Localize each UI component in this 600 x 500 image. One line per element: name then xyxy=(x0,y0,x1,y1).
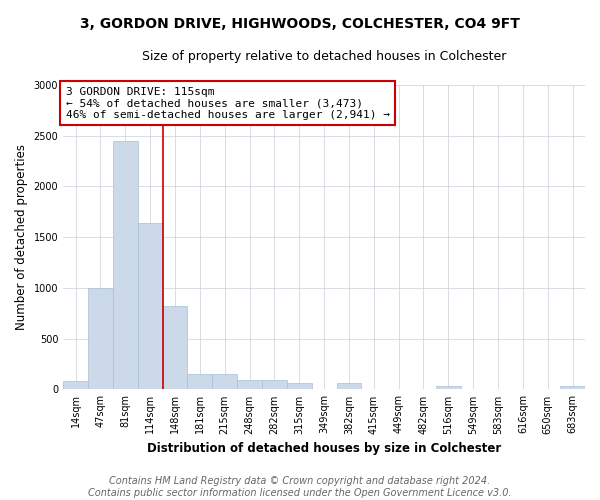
Bar xyxy=(311,389,337,390)
Bar xyxy=(212,374,237,390)
X-axis label: Distribution of detached houses by size in Colchester: Distribution of detached houses by size … xyxy=(147,442,501,455)
Bar xyxy=(262,380,287,390)
Bar xyxy=(88,288,113,390)
Bar xyxy=(187,374,212,390)
Text: 3, GORDON DRIVE, HIGHWOODS, COLCHESTER, CO4 9FT: 3, GORDON DRIVE, HIGHWOODS, COLCHESTER, … xyxy=(80,18,520,32)
Bar xyxy=(337,384,361,390)
Bar xyxy=(163,306,187,390)
Text: 3 GORDON DRIVE: 115sqm
← 54% of detached houses are smaller (3,473)
46% of semi-: 3 GORDON DRIVE: 115sqm ← 54% of detached… xyxy=(66,86,390,120)
Bar xyxy=(560,386,585,390)
Bar xyxy=(63,382,88,390)
Bar xyxy=(138,223,163,390)
Bar xyxy=(436,386,461,390)
Bar xyxy=(361,389,386,390)
Title: Size of property relative to detached houses in Colchester: Size of property relative to detached ho… xyxy=(142,50,506,63)
Bar xyxy=(237,380,262,390)
Bar xyxy=(113,141,138,390)
Bar xyxy=(287,384,311,390)
Y-axis label: Number of detached properties: Number of detached properties xyxy=(15,144,28,330)
Text: Contains HM Land Registry data © Crown copyright and database right 2024.
Contai: Contains HM Land Registry data © Crown c… xyxy=(88,476,512,498)
